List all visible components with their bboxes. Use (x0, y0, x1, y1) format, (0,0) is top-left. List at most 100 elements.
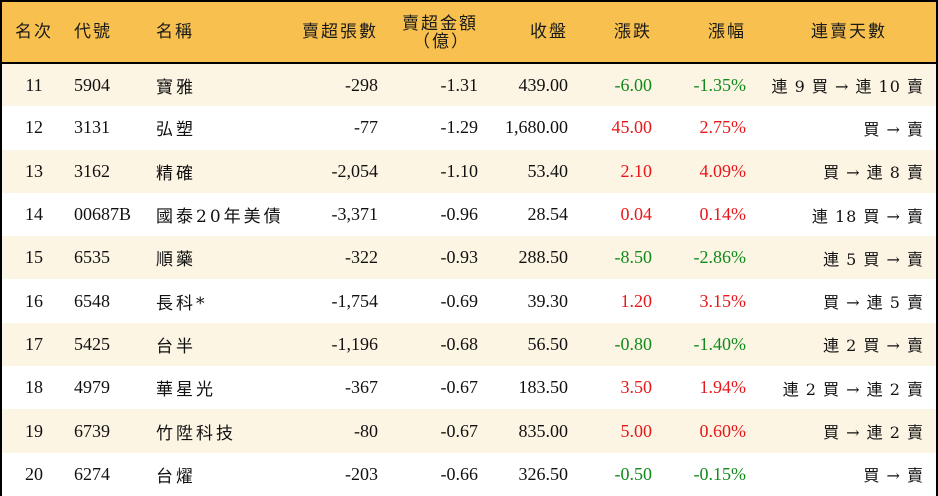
header-change: 漲跌 (568, 2, 658, 64)
cell-change-pct: 4.09% (699, 160, 747, 181)
cell-change: -0.50 (614, 463, 653, 484)
cell-change-pct: 1.94% (699, 377, 747, 398)
cell-code: 5425 (74, 333, 110, 354)
table-row: 19 6739 竹陞科技 -80 -0.67 835.00 5.00 0.60%… (2, 409, 936, 453)
header-change-pct: 漲幅 (658, 2, 748, 64)
header-net-sell-shares: 賣超張數 (298, 2, 378, 64)
cell-net-sell-amount: -1.10 (440, 160, 479, 181)
cell-net-sell-amount: -0.69 (440, 290, 479, 311)
cell-name: 竹陞科技 (156, 423, 236, 444)
cell-rank: 20 (25, 463, 43, 484)
cell-code: 6535 (74, 247, 110, 268)
cell-rank: 15 (25, 247, 43, 268)
cell-change-pct: -1.35% (693, 74, 747, 95)
cell-change-pct: -2.86% (693, 247, 747, 268)
cell-streak: 買 → 連 2 賣 (823, 423, 924, 443)
cell-rank: 18 (25, 377, 43, 398)
cell-streak: 買 → 連 5 賣 (823, 293, 924, 313)
cell-name: 寶雅 (156, 77, 196, 98)
cell-rank: 11 (25, 74, 43, 95)
cell-net-sell-shares: -322 (345, 247, 378, 268)
table-row: 18 4979 華星光 -367 -0.67 183.50 3.50 1.94%… (2, 366, 936, 410)
cell-change: 2.10 (620, 160, 653, 181)
header-name: 名稱 (148, 2, 298, 64)
cell-name: 弘塑 (156, 120, 196, 141)
cell-net-sell-shares: -2,054 (331, 160, 379, 181)
cell-net-sell-amount: -0.67 (440, 377, 479, 398)
cell-net-sell-amount: -0.93 (440, 247, 479, 268)
cell-net-sell-shares: -77 (354, 117, 378, 138)
cell-streak: 連 18 買 → 賣 (811, 206, 924, 226)
cell-code: 6739 (74, 420, 110, 441)
cell-close: 835.00 (518, 420, 569, 441)
table-row: 15 6535 順藥 -322 -0.93 288.50 -8.50 -2.86… (2, 236, 936, 280)
cell-name: 台半 (156, 336, 196, 357)
cell-close: 326.50 (518, 463, 569, 484)
header-rank: 名次 (2, 2, 66, 64)
cell-name: 台燿 (156, 466, 196, 487)
cell-net-sell-shares: -80 (354, 420, 378, 441)
cell-streak: 買 → 連 8 賣 (823, 163, 924, 183)
cell-net-sell-shares: -203 (345, 463, 378, 484)
cell-code: 00687B (74, 204, 132, 225)
cell-net-sell-shares: -367 (345, 377, 378, 398)
cell-net-sell-amount: -0.66 (440, 463, 479, 484)
cell-change: -8.50 (614, 247, 653, 268)
cell-close: 183.50 (518, 377, 569, 398)
cell-streak: 連 9 買 → 連 10 賣 (771, 77, 924, 97)
cell-code: 6274 (74, 463, 110, 484)
table-row: 17 5425 台半 -1,196 -0.68 56.50 -0.80 -1.4… (2, 322, 936, 367)
cell-code: 4979 (74, 377, 110, 398)
cell-net-sell-shares: -1,196 (331, 333, 379, 354)
cell-name: 國泰20年美債 (156, 207, 284, 228)
cell-change: -6.00 (614, 74, 653, 95)
cell-name: 精確 (156, 163, 196, 184)
cell-change-pct: -1.40% (693, 333, 747, 354)
cell-net-sell-shares: -1,754 (331, 290, 379, 311)
cell-close: 56.50 (527, 333, 569, 354)
cell-rank: 16 (25, 290, 43, 311)
cell-net-sell-amount: -0.67 (440, 420, 479, 441)
cell-change-pct: 2.75% (699, 117, 747, 138)
header-close: 收盤 (478, 2, 568, 64)
cell-close: 28.54 (527, 204, 569, 225)
cell-code: 3162 (74, 160, 110, 181)
table-row: 13 3162 精確 -2,054 -1.10 53.40 2.10 4.09%… (2, 149, 936, 193)
cell-close: 288.50 (518, 247, 569, 268)
header-net-sell-amount-label: 賣超金額 (402, 14, 478, 34)
cell-streak: 連 5 買 → 賣 (823, 249, 924, 269)
table-row: 12 3131 弘塑 -77 -1.29 1,680.00 45.00 2.75… (2, 106, 936, 150)
cell-close: 1,680.00 (505, 117, 568, 138)
header-net-sell-amount-unit: （億） (413, 32, 470, 52)
cell-net-sell-shares: -3,371 (331, 204, 379, 225)
cell-change: 3.50 (620, 377, 653, 398)
table-row: 16 6548 長科* -1,754 -0.69 39.30 1.20 3.15… (2, 279, 936, 323)
header-streak: 連賣天數 (748, 2, 936, 64)
cell-close: 53.40 (527, 160, 569, 181)
table-row: 20 6274 台燿 -203 -0.66 326.50 -0.50 -0.15… (2, 452, 936, 496)
cell-change-pct: 0.60% (699, 420, 747, 441)
table-header-row: 名次 代號 名稱 賣超張數 賣超金額 （億） 收盤 漲跌 漲幅 連賣天數 (2, 2, 936, 64)
cell-rank: 14 (25, 204, 43, 225)
cell-change: 45.00 (611, 117, 653, 138)
cell-change: 1.20 (620, 290, 653, 311)
cell-change: 5.00 (620, 420, 653, 441)
cell-code: 5904 (74, 74, 110, 95)
cell-net-sell-amount: -0.68 (440, 333, 479, 354)
cell-rank: 17 (25, 333, 43, 354)
cell-name: 長科* (156, 293, 208, 314)
cell-close: 39.30 (527, 290, 569, 311)
header-code: 代號 (66, 2, 148, 64)
cell-change-pct: -0.15% (693, 463, 747, 484)
cell-streak: 連 2 買 → 連 2 賣 (782, 379, 924, 399)
cell-streak: 買 → 賣 (863, 119, 924, 139)
table-row: 14 00687B 國泰20年美債 -3,371 -0.96 28.54 0.0… (2, 192, 936, 237)
cell-streak: 連 2 買 → 賣 (823, 336, 924, 356)
cell-net-sell-shares: -298 (345, 74, 378, 95)
header-net-sell-amount: 賣超金額 （億） (378, 2, 478, 64)
table-body: 11 5904 寶雅 -298 -1.31 439.00 -6.00 -1.35… (2, 63, 936, 496)
cell-streak: 買 → 賣 (863, 466, 924, 486)
cell-net-sell-amount: -0.96 (440, 204, 479, 225)
